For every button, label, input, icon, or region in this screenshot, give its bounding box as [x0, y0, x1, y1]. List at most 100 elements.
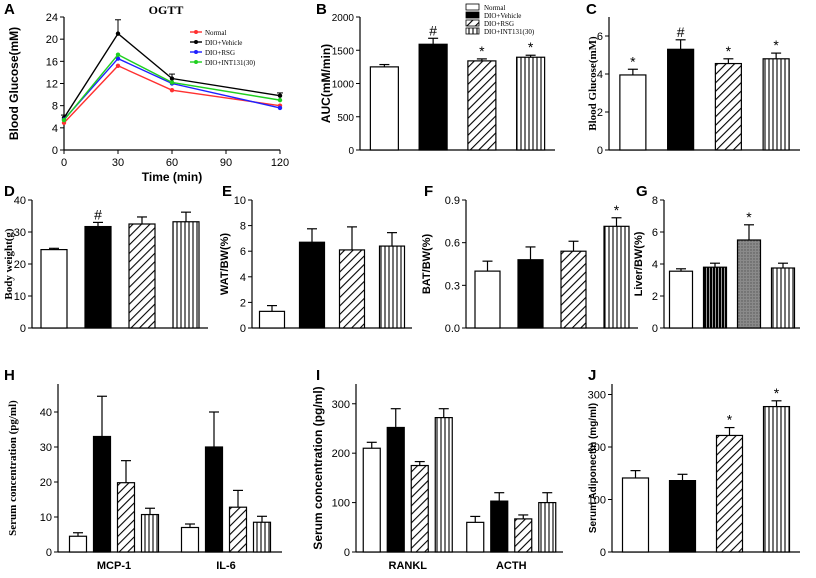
panel-F: 0.0 0.3 0.6 0.9 F BAT/BW(%) *	[421, 183, 638, 335]
bar-DIO+Vehicle	[418, 43, 448, 151]
bar-Normal	[40, 249, 68, 329]
bar-Normal	[668, 270, 694, 329]
y-tick-label: 0	[597, 145, 603, 157]
y-tick-label: 500	[337, 113, 354, 124]
bar-DIO+RSG	[560, 250, 587, 329]
legend-label: DIO+INT131(30)	[205, 59, 256, 67]
bar-DIO+INT131(30)	[762, 58, 790, 151]
y-axis-label: Serum concentration (pg/ml)	[311, 386, 325, 549]
series-line-DIO+INT131(30)	[63, 53, 281, 121]
bar-DIO+Vehicle-MCP-1	[92, 435, 112, 553]
bar-DIO+RSG	[715, 434, 744, 553]
bar-DIO+INT131(30)-ACTH	[538, 501, 557, 553]
category-label: RANKL	[389, 560, 428, 572]
y-axis-label: Serum Adiponectin (mg/ml)	[588, 403, 599, 533]
bar-DIO+RSG-MCP-1	[116, 482, 136, 553]
y-axis-label: Body weight(g)	[3, 228, 15, 300]
category-label: IL-6	[216, 560, 236, 572]
y-tick-label: 24	[46, 12, 58, 24]
series-line-DIO+Vehicle	[63, 32, 281, 119]
category-label: ACTH	[496, 560, 527, 572]
bar-DIO+Vehicle	[668, 480, 697, 553]
y-tick-label: 30	[14, 227, 26, 239]
bar-DIO+RSG	[714, 62, 742, 151]
y-tick-label: 300	[332, 399, 350, 411]
bar-DIO+INT131(30)	[603, 225, 630, 329]
point-DIO+INT131(30)	[115, 52, 121, 57]
y-tick-label: 6	[652, 227, 658, 239]
y-tick-label: 16	[46, 56, 58, 68]
y-axis-label: Serum concentration (pg/ml)	[7, 400, 19, 536]
y-tick-label: 0.0	[445, 323, 460, 335]
significance-mark: *	[774, 385, 780, 401]
y-tick-label: 0.6	[445, 238, 460, 250]
panel-J: 0 100 200 300 J Serum Adiponectin (mg/ml) * *	[588, 367, 800, 559]
significance-mark: *	[726, 43, 732, 59]
panel-label: A	[4, 1, 15, 18]
panel-C: 0 2 4 6 C Blood Glucose(mM) * # * *	[586, 1, 800, 157]
y-tick-label: 20	[46, 34, 58, 46]
panel-label: C	[586, 1, 597, 18]
point-DIO+Vehicle	[169, 76, 175, 81]
bar-DIO+Vehicle-RANKL	[386, 426, 405, 553]
panel-label: I	[316, 367, 320, 384]
y-tick-label: 0.3	[445, 280, 460, 292]
panel-D: 0 10 20 30 40D Body weight(g) #	[3, 183, 208, 335]
legend-marker	[194, 30, 198, 34]
significance-mark: *	[630, 53, 636, 69]
bar-DIO+Vehicle	[667, 48, 695, 151]
bar-DIO+Vehicle	[84, 225, 112, 329]
y-tick-label: 8	[652, 195, 658, 207]
y-tick-label: 0	[344, 547, 350, 559]
significance-mark: *	[528, 39, 534, 55]
category-label: MCP-1	[97, 560, 131, 572]
panel-label: G	[636, 183, 648, 200]
point-DIO+RSG	[277, 105, 283, 111]
legend-label: DIO+RSG	[484, 20, 514, 28]
legend-marker	[194, 60, 198, 64]
bar-Normal	[619, 74, 647, 151]
significance-mark: #	[677, 24, 685, 40]
bar-DIO+RSG	[467, 60, 497, 151]
legend-marker	[194, 40, 198, 44]
bar-DIO+INT131(30)-RANKL	[434, 417, 453, 553]
bar-DIO+INT131(30)-IL-6	[252, 521, 272, 553]
y-tick-label: 0.9	[445, 195, 460, 207]
y-tick-label: 12	[46, 79, 58, 91]
bar-Normal	[621, 477, 650, 553]
bar-DIO+RSG-ACTH	[514, 518, 533, 553]
panel-G: 0 2 4 6 8G Liver/BW(%) *	[633, 183, 800, 335]
y-axis-label: Blood Glucose(mM)	[7, 27, 21, 140]
y-tick-label: 4	[597, 69, 603, 81]
bar-DIO+RSG-IL-6	[228, 506, 248, 553]
y-tick-label: 10	[40, 512, 52, 524]
y-tick-label: 0	[20, 323, 26, 335]
significance-mark: *	[773, 37, 779, 53]
legend-label: DIO+RSG	[205, 49, 235, 57]
bar-Normal	[258, 310, 286, 329]
y-tick-label: 1000	[332, 80, 355, 91]
y-tick-label: 40	[40, 407, 52, 419]
bar-DIO+Vehicle	[298, 241, 326, 329]
significance-mark: *	[479, 43, 485, 59]
y-tick-label: 0	[600, 547, 606, 559]
y-tick-label: 0	[652, 323, 658, 335]
significance-mark: #	[94, 206, 102, 222]
bar-DIO+INT131(30)	[762, 405, 791, 553]
x-tick-label: 120	[271, 157, 289, 169]
point-DIO+INT131(30)	[61, 117, 67, 123]
y-tick-label: 2	[652, 291, 658, 303]
bar-DIO+RSG-RANKL	[410, 464, 429, 553]
bar-DIO+RSG	[128, 223, 156, 329]
bar-DIO+INT131(30)	[770, 267, 796, 329]
x-tick-label: 30	[112, 157, 124, 169]
y-tick-label: 0	[240, 323, 246, 335]
chart-title: OGTT	[149, 3, 184, 17]
legend-swatch	[465, 3, 480, 11]
bar-Normal-RANKL	[362, 447, 381, 553]
legend-swatch	[465, 11, 480, 19]
bar-Normal	[369, 66, 399, 151]
legend-swatch	[465, 19, 480, 27]
legend-swatch	[465, 27, 480, 35]
